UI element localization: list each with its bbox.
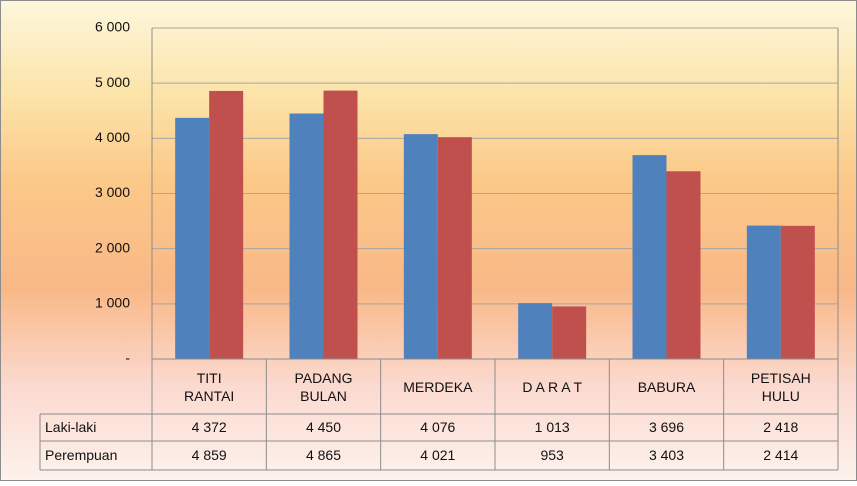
x-tick-label: PADANG BULAN — [294, 369, 353, 404]
y-tick-label: - — [125, 350, 130, 366]
x-tick-label: TITI RANTAI — [184, 369, 235, 404]
bar — [289, 113, 324, 359]
bar — [175, 117, 210, 359]
y-tick-label: 5 000 — [95, 74, 130, 90]
bar — [666, 171, 701, 359]
x-category-cell: D A R A T — [522, 378, 582, 395]
table-value: 4 450 — [306, 419, 341, 435]
x-category-cell: PETISAH HULU — [750, 369, 811, 404]
x-category-cell: BABURA — [637, 378, 696, 395]
bar — [518, 303, 553, 359]
legend-label: Perempuan — [45, 447, 117, 463]
table-value: 2 414 — [763, 447, 798, 463]
x-category-cell: TITI RANTAI — [184, 369, 235, 404]
x-category-cell: PADANG BULAN — [294, 369, 353, 404]
bar — [323, 90, 358, 359]
bar — [437, 137, 472, 359]
bar — [403, 134, 438, 359]
table-value: 4 076 — [420, 419, 455, 435]
y-tick-label: 4 000 — [95, 129, 130, 145]
table-value: 2 418 — [763, 419, 798, 435]
table-value: 1 013 — [535, 419, 570, 435]
bar — [632, 155, 667, 359]
x-tick-label: D A R A T — [522, 378, 582, 395]
table-value: 4 865 — [306, 447, 341, 463]
y-tick-label: 3 000 — [95, 184, 130, 200]
table-value: 4 021 — [420, 447, 455, 463]
bar — [552, 306, 587, 359]
table-value: 4 859 — [192, 447, 227, 463]
table-value: 3 696 — [649, 419, 684, 435]
bar — [780, 225, 815, 359]
y-tick-label: 2 000 — [95, 239, 130, 255]
x-tick-label: PETISAH HULU — [750, 369, 811, 404]
bar — [209, 90, 244, 360]
table-value: 4 372 — [192, 419, 227, 435]
y-tick-label: 6 000 — [95, 19, 130, 35]
legend-label: Laki-laki — [45, 419, 96, 435]
table-value: 953 — [540, 447, 564, 463]
y-tick-label: 1 000 — [95, 295, 130, 311]
bar — [746, 225, 781, 359]
x-tick-label: MERDEKA — [403, 378, 473, 395]
x-category-cell: MERDEKA — [403, 378, 473, 395]
table-value: 3 403 — [649, 447, 684, 463]
x-tick-label: BABURA — [637, 378, 696, 395]
